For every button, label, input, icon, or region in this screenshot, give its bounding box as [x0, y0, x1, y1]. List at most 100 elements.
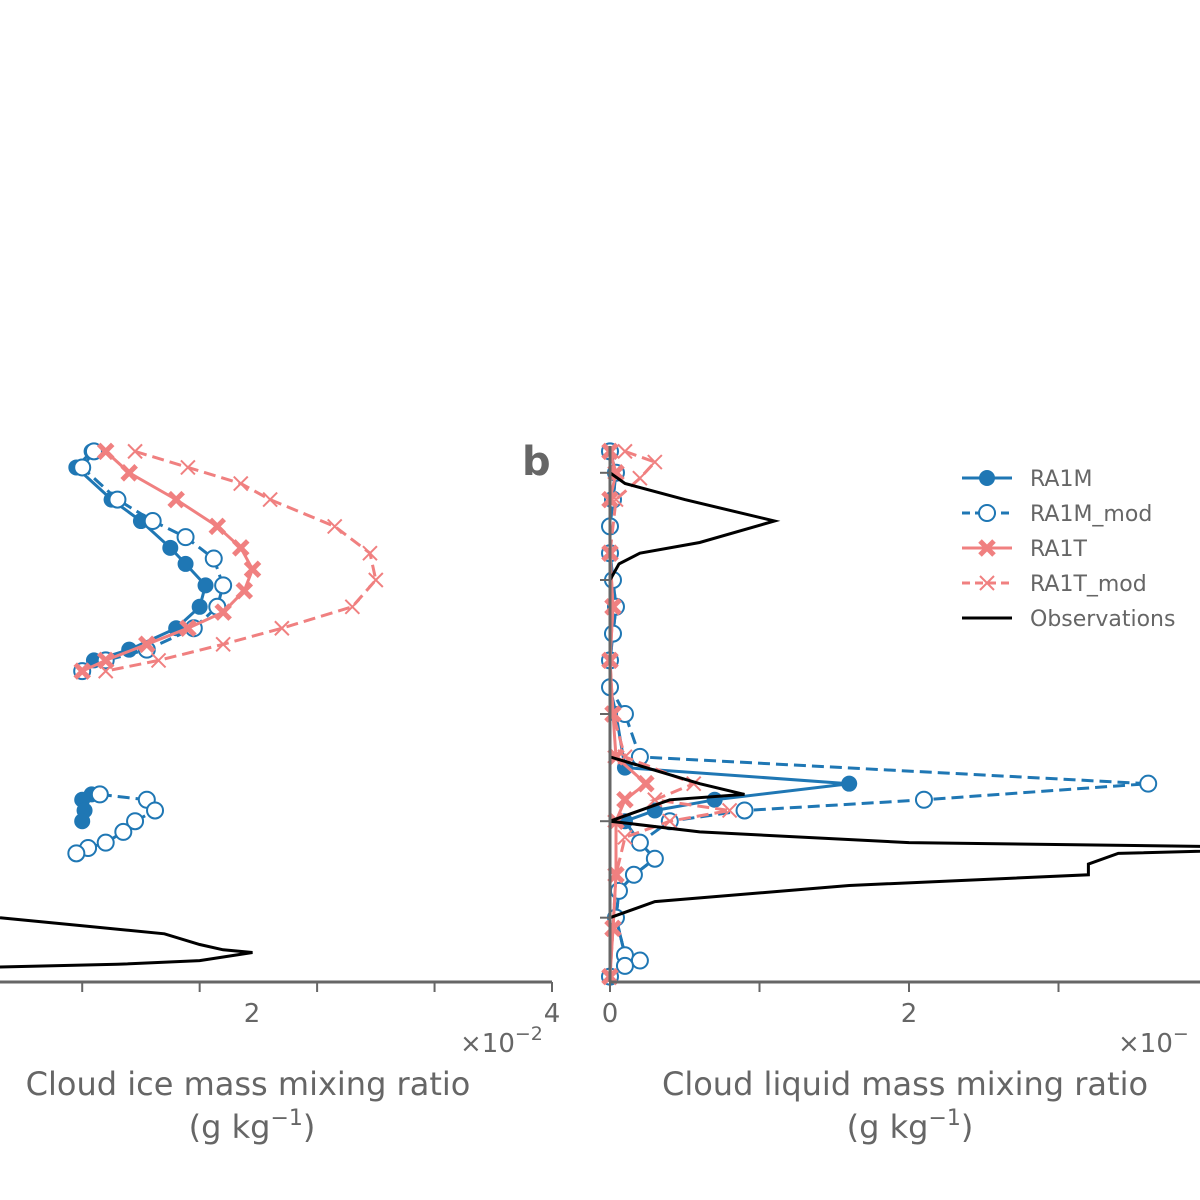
- legend-label: RA1T_mod: [1030, 572, 1147, 597]
- RA1T_mod-point: [721, 802, 738, 819]
- x-axis-label-a-line2: (g kg−1): [189, 1106, 316, 1146]
- line-RA1T_mod: [105, 449, 378, 673]
- x-axis-label-a-close: ): [303, 1108, 315, 1146]
- RA1T-point: [243, 560, 262, 579]
- RA1T-point: [73, 662, 91, 680]
- RA1M_mod-point: [630, 951, 649, 970]
- RA1M_mod-point: [90, 785, 109, 804]
- RA1T-point: [231, 539, 250, 557]
- RA1M-point: [74, 813, 91, 830]
- line-RA1M: [608, 450, 850, 978]
- legend-item-RA1M_mod: RA1M_mod: [962, 502, 1152, 527]
- RA1M-point: [197, 577, 214, 594]
- RA1T_mod-point: [362, 545, 378, 561]
- x-axis-label-b-unit: (g kg: [847, 1108, 929, 1146]
- RA1T_mod-point: [617, 443, 633, 460]
- RA1M-point: [162, 539, 179, 556]
- RA1T_mod-point: [274, 620, 290, 636]
- RA1M_mod-point: [108, 490, 127, 509]
- tick-label-a-2: 2: [244, 999, 261, 1029]
- RA1M_mod-point: [645, 849, 664, 868]
- tick-label-a-4: 4: [544, 999, 561, 1029]
- panel-a: 2 4 ×10−2 Cloud ice mass mixing ratio (g…: [0, 442, 561, 1146]
- RA1T-point: [120, 464, 138, 482]
- RA1T-point: [214, 603, 232, 621]
- series-RA1M_mod-a: [67, 785, 165, 863]
- RA1M_mod-point: [176, 528, 195, 547]
- RA1M_mod-point: [67, 844, 86, 863]
- RA1T-point: [978, 539, 996, 557]
- x-scale-factor-a-exp: −2: [515, 1023, 543, 1045]
- x-scale-factor-b-base: ×10: [1118, 1029, 1173, 1059]
- RA1T_mod-point: [632, 470, 648, 486]
- tick-label-b-2: 2: [901, 999, 918, 1029]
- RA1T_mod-point: [344, 599, 361, 615]
- tick-label-b-0: 0: [602, 999, 619, 1029]
- RA1M-point: [706, 791, 723, 808]
- legend-item-RA1T: RA1T: [962, 537, 1087, 562]
- RA1M_mod-point: [143, 512, 162, 531]
- series-RA1M-b: [602, 443, 858, 985]
- RA1M_mod-point: [96, 833, 115, 852]
- RA1T_mod-point: [368, 572, 384, 588]
- series-Observations-a: [0, 916, 253, 969]
- RA1T-point: [138, 635, 156, 654]
- RA1M_mod-point: [214, 576, 233, 595]
- RA1M-point: [979, 470, 995, 486]
- RA1M_mod-point: [624, 865, 643, 884]
- x-axis-label-b-line1: Cloud liquid mass mixing ratio: [662, 1065, 1148, 1103]
- line-Observations: [0, 916, 253, 969]
- RA1M-point: [177, 555, 194, 572]
- RA1T-point: [208, 517, 227, 536]
- RA1M_mod-point: [73, 458, 92, 477]
- RA1M_mod-point: [630, 833, 649, 852]
- RA1M_mod-point: [978, 504, 996, 522]
- RA1M-point: [841, 775, 858, 792]
- legend-label: RA1T: [1030, 537, 1087, 562]
- x-ticks-a: [81, 982, 553, 992]
- x-axis-label-b-line2: (g kg−1): [847, 1106, 974, 1146]
- series-Observations-b: [608, 469, 1200, 977]
- RA1M_mod-point: [126, 812, 145, 831]
- RA1T-point: [179, 619, 197, 638]
- x-ticks-b: [609, 982, 1060, 992]
- RA1T_mod-point: [150, 652, 167, 669]
- RA1T_mod-point: [605, 920, 621, 937]
- RA1M_mod-point: [84, 442, 103, 461]
- x-axis-label-a-unit: (g kg: [189, 1108, 271, 1146]
- RA1T_mod-point: [617, 829, 633, 845]
- RA1T_mod-point: [662, 813, 678, 829]
- legend-item-Observations: Observations: [962, 607, 1175, 632]
- RA1M-point: [191, 598, 208, 615]
- RA1T-point: [637, 774, 655, 793]
- x-axis-label-a-line1: Cloud ice mass mixing ratio: [26, 1065, 471, 1103]
- legend-item-RA1M: RA1M: [962, 467, 1092, 492]
- RA1T_mod-point: [233, 475, 249, 492]
- x-axis-label-b-close: ): [961, 1108, 973, 1146]
- series-RA1T-a: [73, 442, 262, 680]
- RA1T_mod-point: [180, 459, 196, 476]
- RA1M_mod-point: [1139, 774, 1158, 793]
- plot-area-a: [0, 442, 384, 969]
- y-ticks-b: [600, 471, 610, 919]
- RA1T_mod-point: [127, 443, 143, 460]
- RA1T_mod-point: [327, 518, 343, 535]
- panel-letter-b: b: [522, 439, 551, 485]
- legend-label: Observations: [1030, 607, 1175, 632]
- x-scale-factor-a: ×10−2: [460, 1023, 543, 1059]
- x-axis-label-a-sup: −1: [270, 1106, 302, 1131]
- x-scale-factor-b-exp: −: [1173, 1023, 1189, 1045]
- RA1M_mod-point: [615, 705, 634, 723]
- x-scale-factor-a-base: ×10: [460, 1029, 515, 1059]
- RA1M_mod-point: [914, 790, 933, 809]
- RA1T_mod-point: [262, 491, 278, 508]
- series-RA1M_mod-a: [73, 442, 233, 681]
- legend-label: RA1M: [1030, 467, 1092, 492]
- RA1T-point: [167, 490, 185, 509]
- line-Observations: [608, 469, 1200, 977]
- RA1M_mod-point: [146, 801, 165, 820]
- RA1T_mod-point: [97, 663, 114, 679]
- panel-b: b 0 2 ×10− Cloud liquid mass mixing rati…: [522, 439, 1200, 1146]
- RA1M_mod-point: [204, 549, 223, 568]
